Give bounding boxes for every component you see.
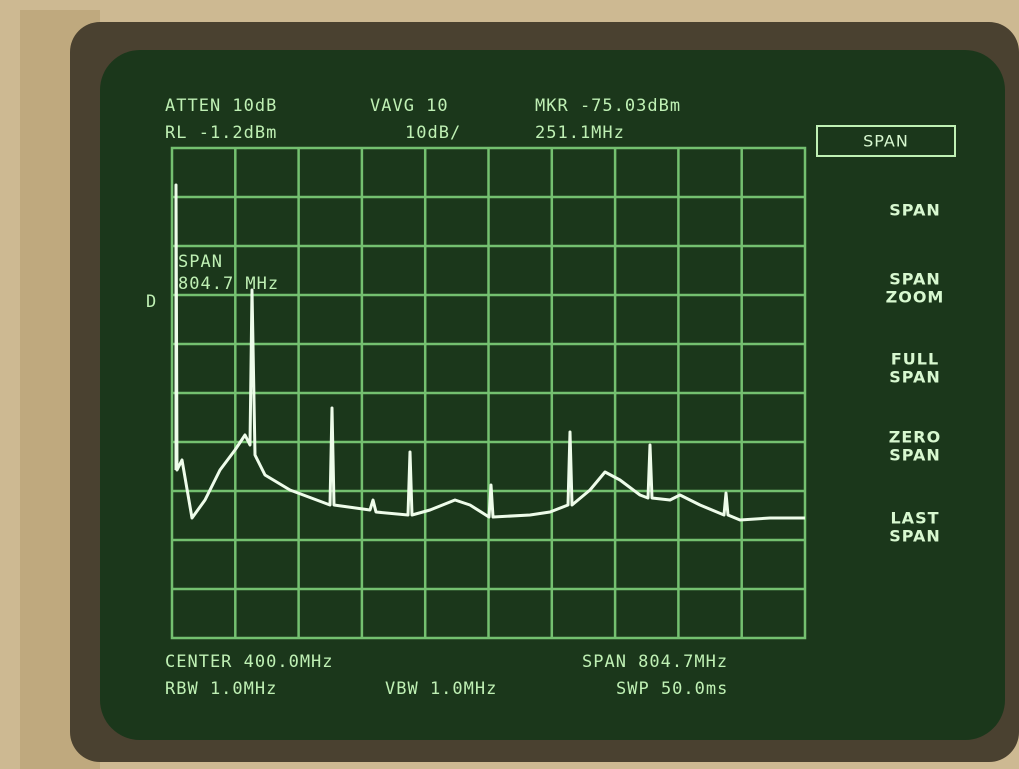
span: SPAN 804.7MHz: [582, 652, 728, 672]
softkey[interactable]: SPAN: [889, 270, 941, 289]
softkey[interactable]: SPAN: [889, 201, 941, 220]
span-value: 804.7 MHz: [178, 274, 279, 294]
marker-freq: 251.1MHz: [535, 123, 625, 143]
softkey[interactable]: ZERO: [889, 428, 941, 447]
atten: ATTEN 10dB: [165, 96, 277, 116]
trace: [174, 183, 805, 522]
span-label: SPAN: [178, 252, 223, 272]
center: CENTER 400.0MHz: [165, 652, 334, 672]
marker: MKR -75.03dBm: [535, 96, 681, 116]
rbw: RBW 1.0MHz: [165, 679, 277, 699]
softkey[interactable]: FULL: [891, 350, 939, 369]
softkey-title-box: [816, 125, 956, 157]
scale: 10dB/: [405, 123, 461, 143]
graticule: [170, 146, 807, 640]
vavg: VAVG 10: [370, 96, 449, 116]
softkey[interactable]: SPAN: [889, 368, 941, 387]
softkey[interactable]: SPAN: [889, 446, 941, 465]
ref-level: RL -1.2dBm: [165, 123, 277, 143]
softkey[interactable]: SPAN: [889, 527, 941, 546]
softkey[interactable]: ZOOM: [886, 288, 945, 307]
softkey-title: SPAN: [863, 132, 909, 151]
sweep: SWP 50.0ms: [616, 679, 728, 699]
vbw: VBW 1.0MHz: [385, 679, 497, 699]
detector: D: [146, 292, 157, 312]
softkey[interactable]: LAST: [890, 509, 939, 528]
